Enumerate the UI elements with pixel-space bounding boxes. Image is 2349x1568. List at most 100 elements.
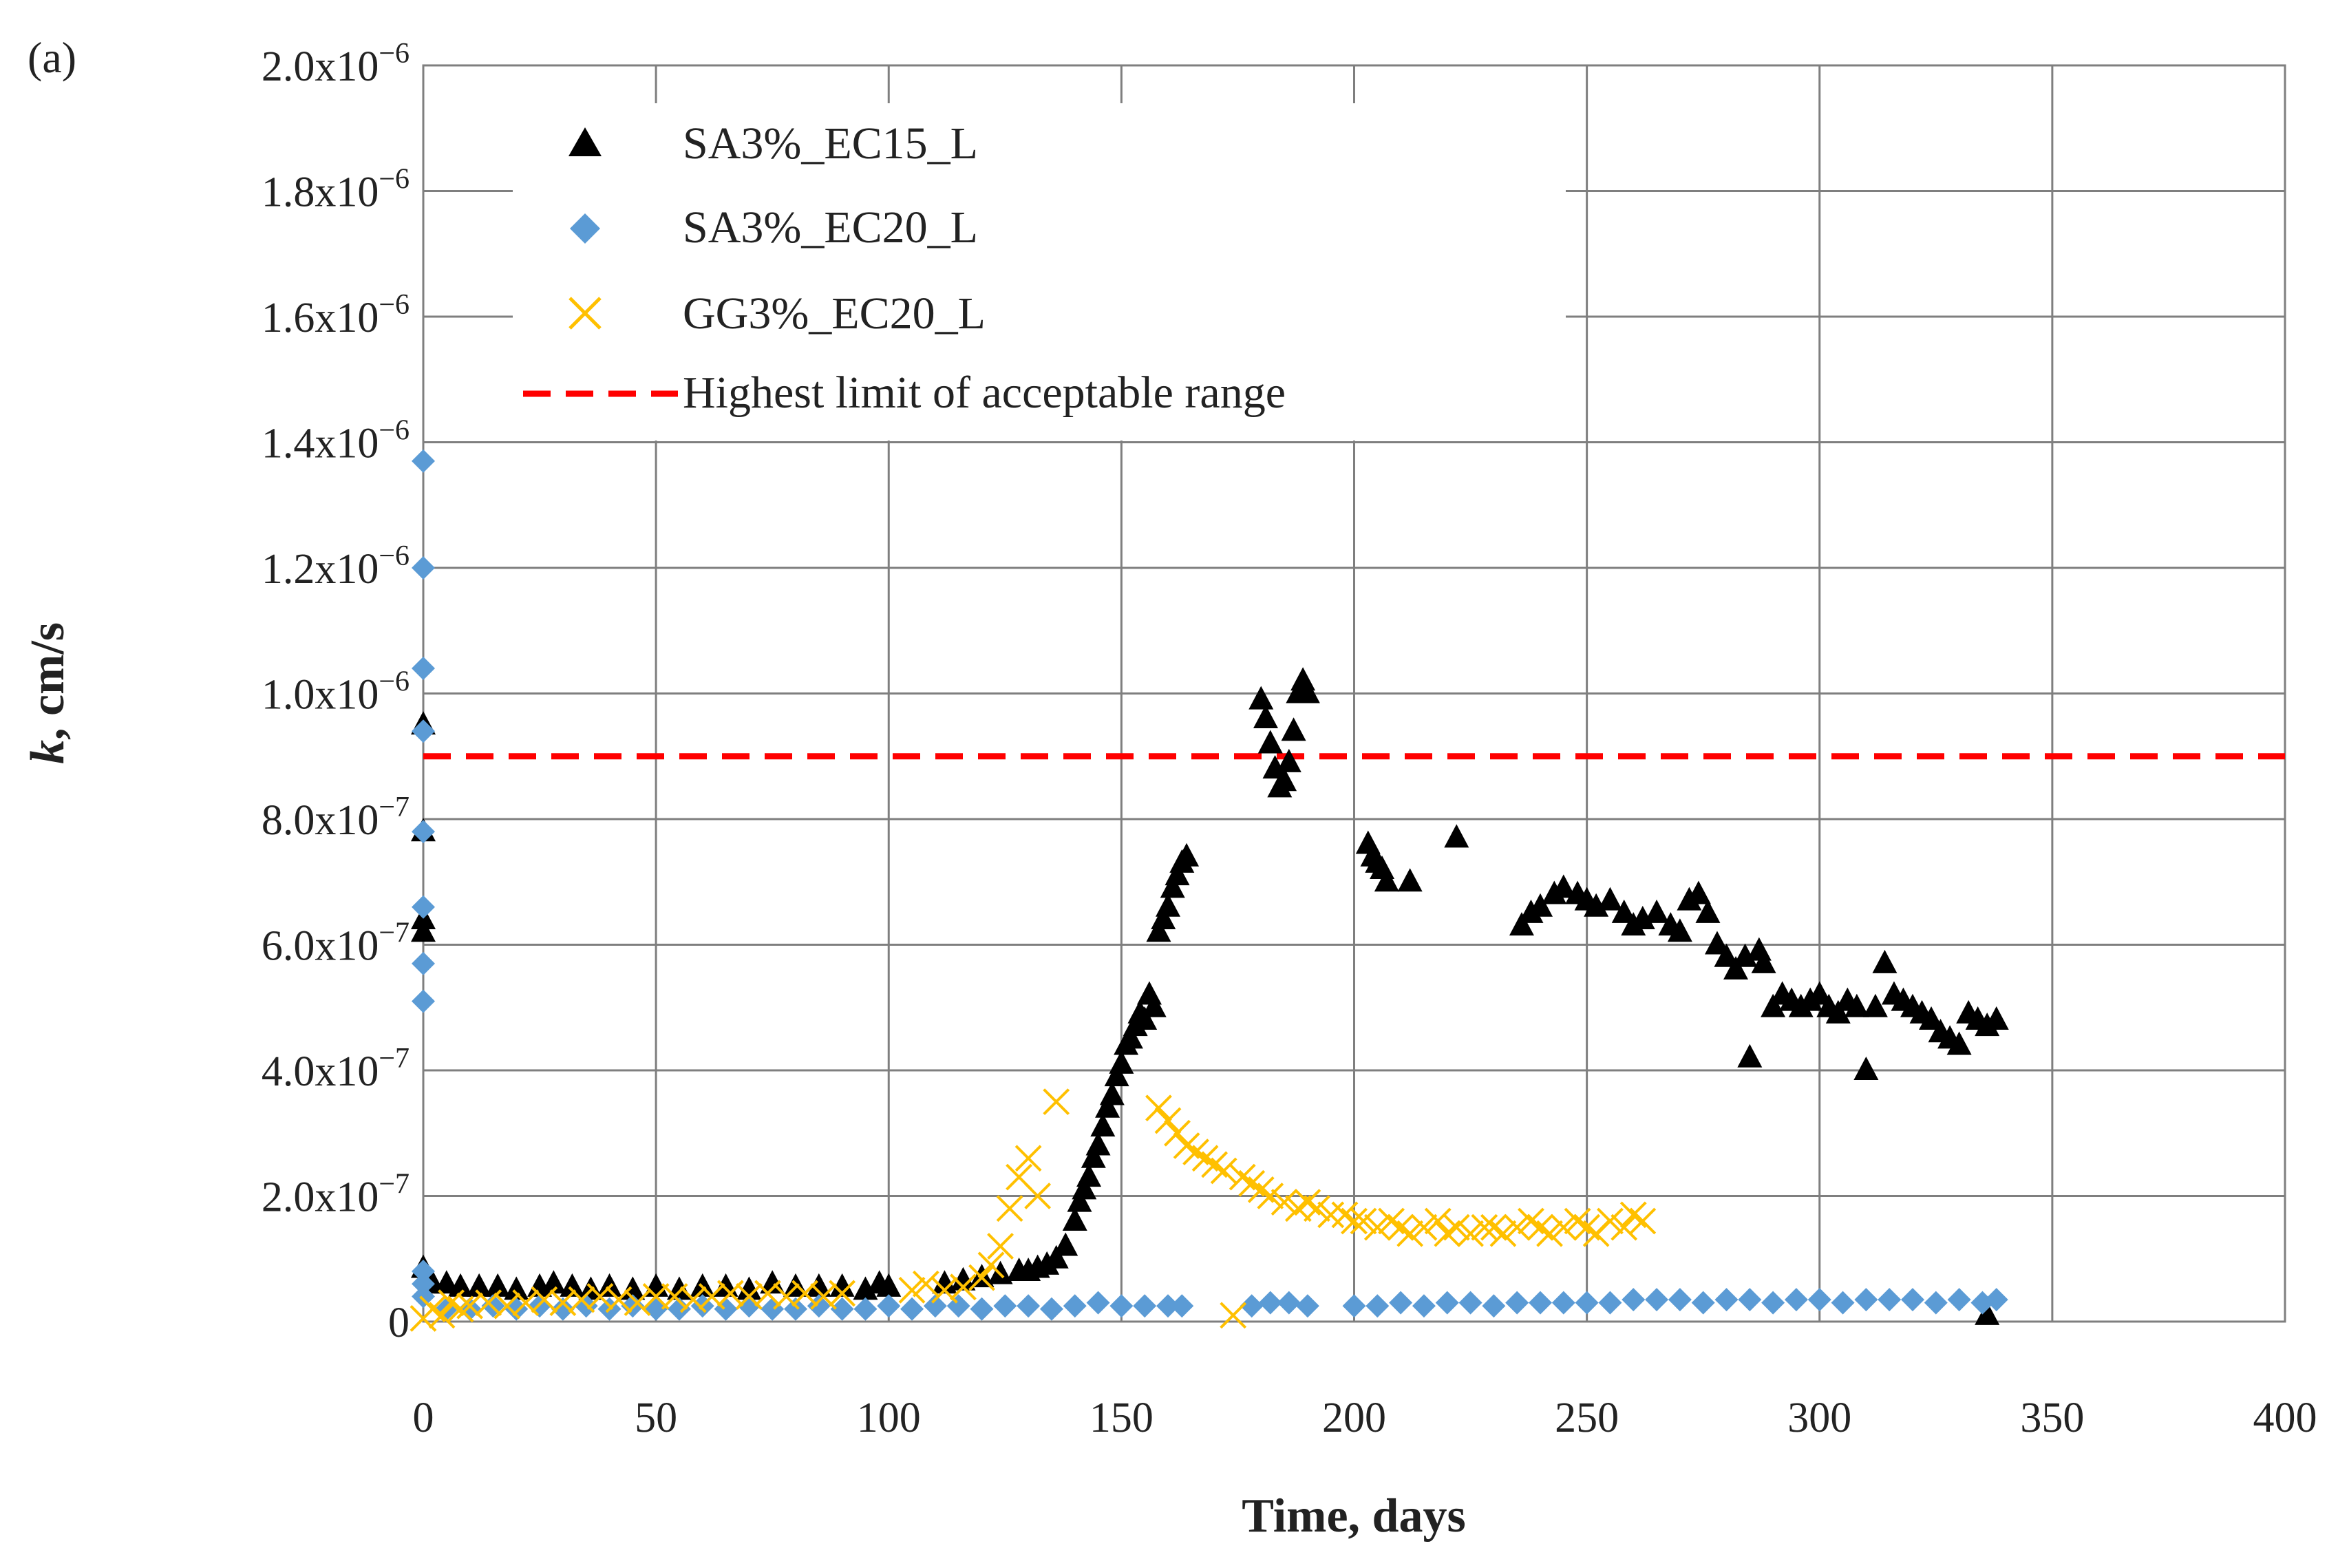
data-point-diamond [1668, 1288, 1692, 1312]
data-point-x [1611, 1214, 1638, 1241]
data-point-diamond [1365, 1294, 1390, 1318]
data-point-triangle [434, 1270, 459, 1294]
data-point-diamond [1529, 1291, 1552, 1315]
data-point-triangle [1281, 717, 1306, 741]
data-point-x [447, 1295, 474, 1323]
data-point-x [1303, 1195, 1330, 1222]
data-point-triangle [1825, 999, 1851, 1024]
data-point-x [1410, 1214, 1438, 1241]
data-point-diamond [1575, 1291, 1599, 1315]
data-point-x [624, 1289, 651, 1317]
y-tick-label: 1.4x10−6 [262, 415, 410, 467]
data-point-diamond [1784, 1288, 1808, 1312]
data-point-triangle [1444, 824, 1469, 848]
data-point-x [1443, 1214, 1470, 1241]
data-point-triangle [1151, 906, 1176, 929]
data-point-diamond [1622, 1288, 1646, 1312]
y-tick-label: 6.0x10−7 [262, 918, 410, 970]
data-point-triangle [1043, 1244, 1069, 1269]
data-point-triangle [932, 1270, 957, 1294]
y-tick-label: 1.8x10−6 [262, 164, 410, 216]
data-point-diamond [412, 1284, 435, 1309]
data-point-diamond [1295, 1294, 1319, 1318]
data-point-triangle [806, 1273, 831, 1297]
data-point-triangle [1095, 1094, 1120, 1118]
x-tick-label: 100 [857, 1395, 921, 1441]
data-point-triangle [1072, 1176, 1097, 1200]
data-point-triangle [1704, 931, 1730, 955]
data-point-diamond [1389, 1291, 1413, 1315]
x-tick-label: 400 [2253, 1395, 2317, 1441]
data-point-triangle [1081, 1144, 1106, 1168]
data-point-triangle [541, 1270, 566, 1294]
data-point-x [1363, 1214, 1391, 1241]
data-point-triangle [1807, 981, 1832, 1005]
data-point-triangle [1118, 1025, 1143, 1049]
y-axis-tick-labels: 0 2.0x10−7 4.0x10−7 6.0x10−7 8.0x10−7 1.0x10−… [262, 38, 410, 1346]
data-point-triangle [1062, 1207, 1087, 1231]
data-point-diamond [1645, 1288, 1669, 1312]
data-point-diamond [1109, 1294, 1134, 1318]
data-point-diamond [458, 1297, 482, 1321]
data-point-triangle [1085, 1132, 1111, 1156]
data-point-diamond [412, 989, 435, 1013]
data-point-diamond [1947, 1288, 1971, 1312]
y-axis-title: k, cm/s [21, 622, 74, 764]
data-point-triangle [1160, 874, 1185, 898]
data-point-triangle [1723, 956, 1749, 979]
y-tick-label: 8.0x10−7 [262, 792, 410, 844]
data-point-triangle [560, 1273, 585, 1297]
data-point-triangle [829, 1273, 855, 1297]
x-tick-label: 300 [1787, 1395, 1851, 1441]
y-tick-label: 1.0x10−6 [262, 666, 410, 719]
legend-label-sa3-ec15: SA3%_EC15_L [683, 118, 978, 169]
legend-triangle-marker [568, 127, 602, 156]
data-point-triangle [485, 1273, 511, 1297]
data-point-x [898, 1276, 926, 1304]
data-point-triangle [1174, 843, 1200, 867]
data-point-triangle [1686, 880, 1711, 904]
data-point-x [968, 1264, 995, 1291]
data-point-diamond [1738, 1288, 1762, 1312]
data-point-triangle [1257, 730, 1283, 754]
y-tick-label: 0 [388, 1300, 410, 1346]
data-point-diamond [830, 1297, 854, 1321]
data-point-diamond [877, 1294, 901, 1318]
data-point-x [1350, 1207, 1377, 1235]
data-point-diamond [970, 1297, 994, 1321]
data-point-triangle [1611, 899, 1637, 923]
data-point-x [1471, 1214, 1498, 1241]
data-point-x [977, 1251, 1005, 1279]
y-axis-title-symbol: k [21, 740, 74, 764]
data-point-triangle [1104, 1063, 1129, 1087]
data-point-diamond [667, 1297, 691, 1321]
data-point-diamond [923, 1294, 947, 1318]
data-point-x [1024, 1183, 1052, 1209]
data-point-triangle [1099, 1081, 1125, 1105]
data-point-diamond [1017, 1294, 1041, 1318]
data-point-x [1503, 1214, 1531, 1241]
data-point-triangle [1872, 949, 1898, 973]
panel-label: (a) [28, 33, 76, 82]
data-point-triangle [1984, 1006, 2009, 1030]
data-point-x [1629, 1207, 1657, 1235]
data-point-triangle [1584, 893, 1609, 917]
data-point-diamond [1258, 1291, 1282, 1315]
data-point-diamond [1156, 1294, 1180, 1318]
data-point-diamond [1878, 1288, 1902, 1312]
data-point-x [1257, 1183, 1284, 1209]
data-point-diamond [412, 1272, 435, 1296]
data-point-diamond [1240, 1294, 1264, 1318]
legend-x-marker [568, 297, 602, 330]
data-point-diamond [1170, 1294, 1194, 1318]
data-point-diamond [784, 1297, 807, 1321]
data-point-diamond [1412, 1294, 1436, 1318]
data-point-diamond [1551, 1291, 1575, 1315]
data-point-triangle [988, 1260, 1013, 1284]
data-point-triangle [1262, 755, 1288, 778]
data-point-triangle [1374, 868, 1399, 892]
legend: SA3%_EC15_L SA3%_EC20_L GG3%_EC20_L High… [513, 103, 1566, 441]
data-point-x [1457, 1220, 1484, 1247]
legend-label-sa3-ec20: SA3%_EC20_L [683, 202, 978, 253]
data-point-diamond [1482, 1294, 1506, 1318]
